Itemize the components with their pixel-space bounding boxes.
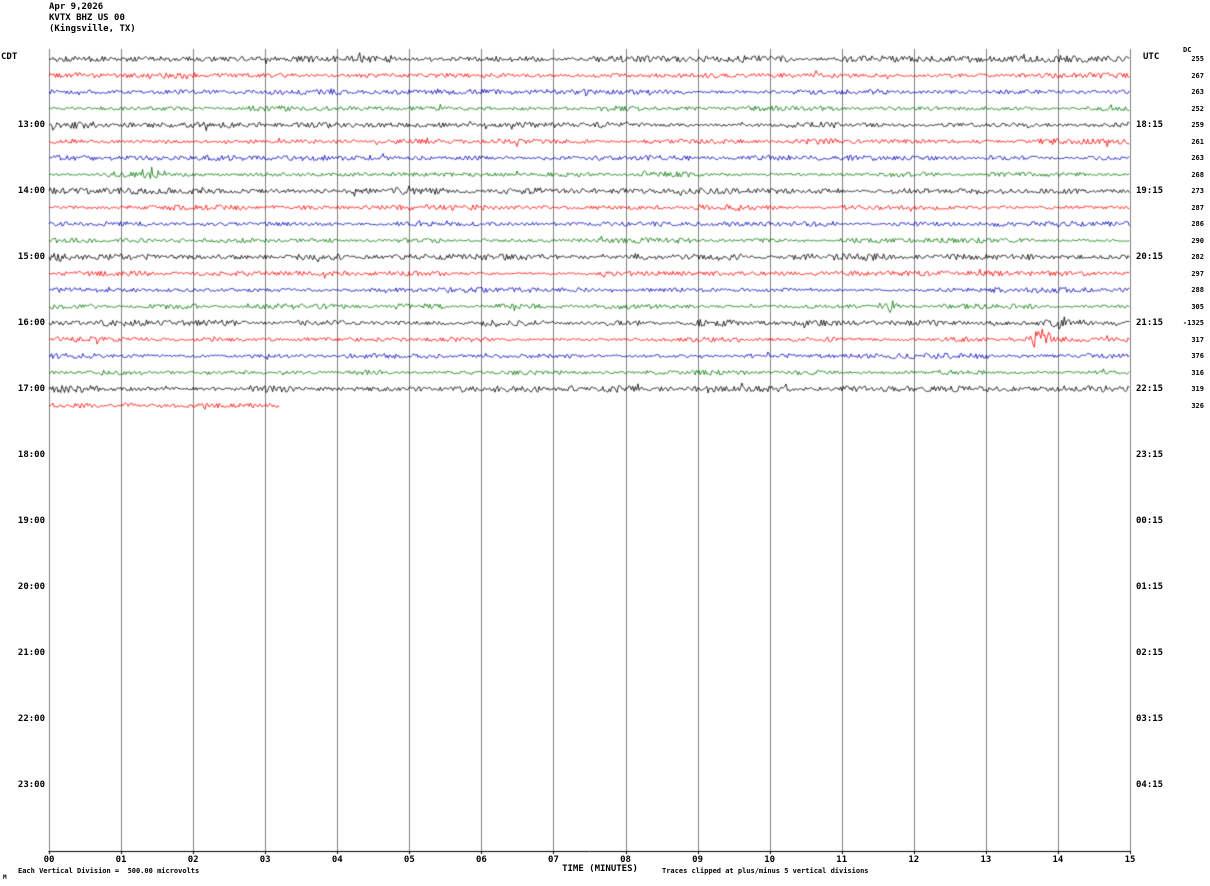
left-hour-label: 20:00 [17,582,45,592]
header-location: (Kingsville, TX) [49,24,136,34]
left-hour-label: 13:00 [17,120,45,130]
left-hour-label: 14:00 [17,186,45,196]
dc-value: 297 [1191,269,1204,278]
dc-value: 287 [1191,203,1204,212]
right-timezone-label: UTC [1143,52,1160,62]
dc-value: 282 [1191,253,1204,261]
footer-scale-note: Each Vertical Division = 500.00 microvol… [18,867,200,875]
header-date: Apr 9,2026 [49,2,104,12]
x-tick-label: 09 [692,855,704,865]
dc-value: 288 [1191,286,1204,294]
x-tick-label: 05 [403,855,415,865]
right-hour-label: 22:15 [1136,384,1164,394]
dc-value: 290 [1191,236,1204,245]
left-hour-label: 21:00 [17,648,45,658]
right-hour-label: 20:15 [1136,252,1164,262]
dc-value: 286 [1191,220,1204,228]
x-axis-title: TIME (MINUTES) [562,864,638,874]
x-tick-label: 00 [43,855,55,865]
dc-value: 255 [1191,55,1204,63]
dc-value: 261 [1191,137,1204,146]
left-hour-label: 23:00 [17,780,45,790]
x-tick-label: 03 [259,855,271,865]
dc-value: 263 [1191,154,1204,162]
left-hour-label: 19:00 [17,516,45,526]
x-tick-label: 10 [764,855,776,865]
x-tick-label: 04 [331,855,343,865]
x-tick-label: 12 [908,855,920,865]
x-tick-label: 15 [1124,855,1136,865]
right-hour-label: 18:15 [1136,120,1164,130]
right-hour-label: 00:15 [1136,516,1164,526]
dc-value: 273 [1191,187,1204,195]
left-hour-label: 22:00 [17,714,45,724]
x-tick-label: 08 [620,855,631,865]
left-hour-label: 15:00 [17,252,45,262]
dc-value: 319 [1191,385,1204,393]
dc-column-label: DC [1183,46,1192,54]
left-hour-label: 17:00 [17,384,45,394]
right-hour-label: 19:15 [1136,186,1164,196]
dc-value: 305 [1191,302,1204,311]
dc-value: 326 [1191,401,1204,410]
dc-value: 376 [1191,352,1204,360]
x-tick-label: 13 [980,855,992,865]
right-hour-label: 21:15 [1136,318,1164,328]
header-station: KVTX BHZ US 00 [49,13,125,23]
dc-value: 267 [1191,71,1204,80]
dc-value: 259 [1191,121,1204,129]
x-tick-label: 02 [187,855,199,865]
left-hour-label: 18:00 [17,450,45,460]
left-timezone-label: CDT [1,52,18,62]
x-tick-label: 11 [836,855,848,865]
dc-value: -1325 [1182,319,1204,327]
x-tick-label: 06 [475,855,487,865]
right-hour-label: 01:15 [1136,582,1164,592]
left-hour-label: 16:00 [17,318,45,328]
dc-value: 263 [1191,88,1204,96]
right-hour-label: 04:15 [1136,780,1164,790]
x-tick-label: 14 [1052,855,1064,865]
dc-value: 268 [1191,170,1204,179]
x-tick-label: 07 [548,855,559,865]
dc-value: 317 [1191,335,1204,344]
corner-marker: M [3,874,7,881]
right-hour-label: 02:15 [1136,648,1164,658]
dc-value: 252 [1191,104,1204,113]
footer-clip-note: Traces clipped at plus/minus 5 vertical … [662,867,869,875]
x-tick-label: 01 [115,855,127,865]
dc-value: 316 [1191,368,1204,377]
right-hour-label: 23:15 [1136,450,1164,460]
right-hour-label: 03:15 [1136,714,1164,724]
